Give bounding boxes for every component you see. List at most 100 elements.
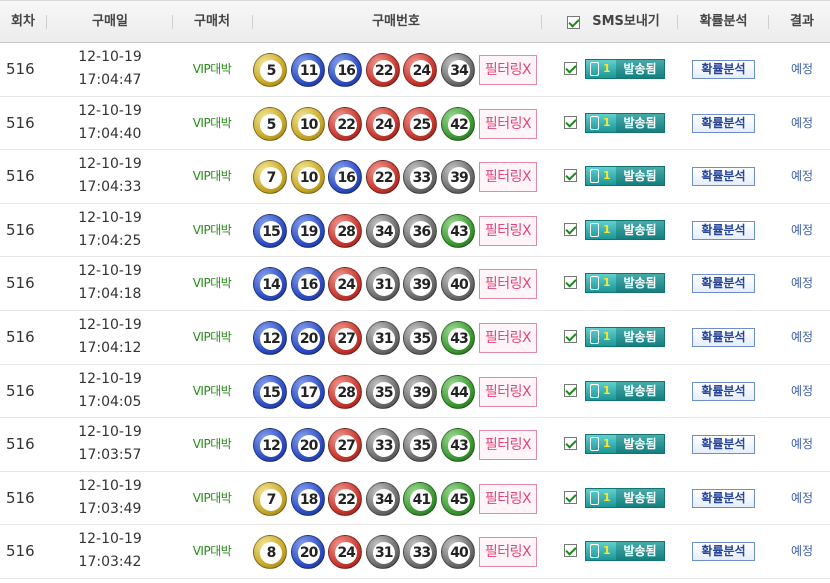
lotto-ball: 43 [441,213,475,248]
lotto-ball: 18 [290,481,325,516]
result-status[interactable]: 예정 [790,383,814,398]
probability-analysis-button[interactable]: 확률분석 [692,328,755,347]
lotto-ball-number: 19 [297,220,320,243]
lotto-ball: 27 [328,428,363,463]
result-status[interactable]: 예정 [790,222,814,237]
store-name: VIP대박 [192,62,232,76]
lotto-ball-number: 12 [260,328,282,350]
result-status[interactable]: 예정 [790,437,814,452]
result-status[interactable]: 예정 [790,276,814,291]
lotto-ball: 20 [290,428,325,463]
sms-sent-button[interactable]: 1 발송됨 [585,327,665,347]
lotto-ball-number: 41 [410,488,433,511]
lotto-ball: 31 [365,535,400,570]
purchase-time: 17:04:18 [78,286,142,303]
purchase-time: 17:03:42 [78,554,142,571]
sms-sent-button[interactable]: 1 발송됨 [585,59,665,79]
sms-checkbox[interactable] [564,276,577,290]
lotto-ball: 36 [403,213,438,248]
lotto-ball-number: 16 [297,274,320,297]
header-divider [46,15,47,29]
sms-count: 1 [603,222,611,236]
sms-sent-button[interactable]: 1 발송됨 [585,541,665,562]
lotto-ball-number: 14 [260,274,282,297]
lotto-ball-number: 31 [372,542,395,565]
sms-sent-button[interactable]: 1 발송됨 [585,273,665,294]
result-status[interactable]: 예정 [790,544,814,559]
sms-select-all-checkbox[interactable] [567,16,580,29]
sms-checkbox[interactable] [564,62,577,75]
sms-checkbox[interactable] [564,437,577,451]
filter-button[interactable]: 필터링X [479,269,537,300]
sms-sent-button[interactable]: 1 발송됨 [585,487,665,508]
probability-analysis-button[interactable]: 확률분석 [692,381,755,401]
lotto-ball: 45 [441,481,475,516]
probability-analysis-button[interactable]: 확률분석 [692,542,755,562]
lotto-ball: 22 [328,106,363,141]
lotto-ball: 7 [253,160,287,195]
probability-analysis-button[interactable]: 확률분석 [692,60,755,79]
result-status[interactable]: 예정 [790,115,814,130]
lotto-ball: 24 [403,53,438,87]
lotto-ball-number: 35 [410,435,433,458]
lotto-ball: 24 [365,106,400,141]
result-status[interactable]: 예정 [790,330,814,344]
lotto-ball: 22 [328,481,363,516]
filter-button[interactable]: 필터링X [479,55,537,85]
result-status[interactable]: 예정 [790,169,814,184]
filter-button[interactable]: 필터링X [479,376,537,407]
round-number: 516 [6,60,35,78]
sms-count: 1 [603,276,611,290]
sms-sent-button[interactable]: 1 발송됨 [585,219,665,240]
lotto-ball-number: 24 [335,542,358,565]
lotto-ball-number: 11 [297,60,320,82]
store-name: VIP대박 [192,437,232,452]
lotto-ball: 28 [328,374,363,409]
sms-checkbox[interactable] [564,544,577,558]
table-row: 516 12-10-19 17:03:49 VIP대박 7 18 22 34 41 45 필터링X 1… [0,472,830,526]
lotto-ball-number: 24 [372,113,395,136]
phone-icon [590,437,599,452]
probability-analysis-button[interactable]: 확률분석 [692,274,755,294]
sms-sent-button[interactable]: 1 발송됨 [585,166,665,187]
sms-checkbox[interactable] [564,222,577,236]
probability-analysis-button[interactable]: 확률분석 [692,435,755,455]
filter-button[interactable]: 필터링X [479,108,537,139]
lotto-ball-number: 35 [410,328,433,350]
result-status[interactable]: 예정 [790,62,814,76]
probability-analysis-button[interactable]: 확률분석 [692,488,755,508]
lotto-ball-number: 18 [297,488,320,511]
round-number: 516 [6,488,35,507]
round-number: 516 [6,274,35,293]
filter-button[interactable]: 필터링X [479,430,537,461]
lotto-ball: 43 [441,428,475,463]
sms-checkbox[interactable] [564,383,577,397]
sms-checkbox[interactable] [564,169,577,183]
header-divider [768,15,769,29]
lotto-ball-number: 15 [260,381,282,404]
sms-checkbox[interactable] [564,330,577,343]
filter-button[interactable]: 필터링X [479,323,537,353]
purchase-datetime: 12-10-19 17:04:18 [60,260,160,306]
probability-analysis-button[interactable]: 확률분석 [692,167,755,187]
probability-analysis-button[interactable]: 확률분석 [692,220,755,240]
sms-sent-button[interactable]: 1 발송됨 [585,434,665,455]
sms-count: 1 [603,330,611,343]
lotto-ball-number: 7 [260,488,282,511]
filter-button[interactable]: 필터링X [479,162,537,193]
result-status[interactable]: 예정 [790,490,814,505]
lotto-ball: 24 [328,535,363,570]
sms-sent-button[interactable]: 1 발송됨 [585,380,665,401]
filter-button[interactable]: 필터링X [479,537,537,568]
round-number: 516 [6,542,35,561]
probability-analysis-button[interactable]: 확률분석 [692,113,755,133]
purchase-date: 12-10-19 [78,317,142,333]
sms-checkbox[interactable] [564,490,577,504]
purchase-datetime: 12-10-19 17:04:40 [60,100,160,146]
filter-button[interactable]: 필터링X [479,215,537,246]
lotto-ball: 7 [253,481,287,516]
sms-sent-button[interactable]: 1 발송됨 [585,112,665,133]
sms-count: 1 [603,115,611,129]
sms-checkbox[interactable] [564,115,577,129]
filter-button[interactable]: 필터링X [479,483,537,514]
